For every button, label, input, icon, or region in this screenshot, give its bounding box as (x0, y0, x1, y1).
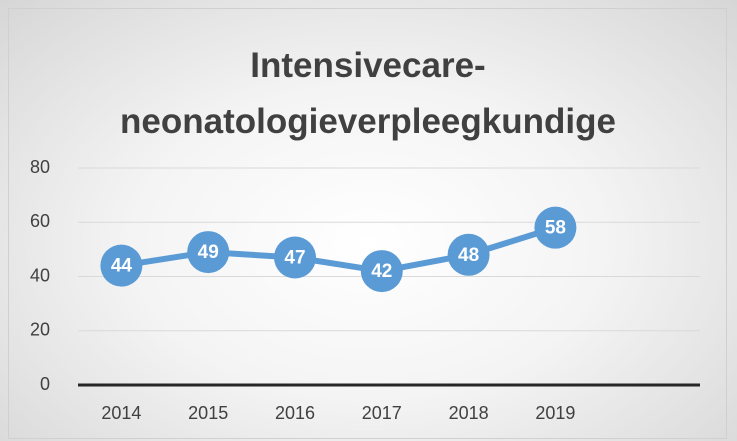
x-tick-label: 2018 (449, 403, 489, 423)
chart-title: Intensivecare-neonatologieverpleegkundig… (120, 46, 616, 141)
data-point (100, 244, 143, 287)
data-point (447, 233, 490, 276)
data-label: 58 (545, 218, 566, 239)
y-tick-label: 60 (30, 211, 50, 231)
x-tick-label: 2016 (275, 403, 315, 423)
x-tick-label: 2015 (188, 403, 228, 423)
y-tick-label: 20 (30, 320, 50, 340)
data-point (534, 206, 577, 249)
data-label: 42 (371, 261, 392, 282)
y-tick-label: 80 (30, 157, 50, 177)
y-tick-label: 0 (40, 374, 50, 394)
data-point (274, 236, 316, 279)
data-label: 48 (458, 245, 479, 266)
chart-frame (8, 8, 727, 439)
series-line (120, 224, 557, 275)
data-label: 44 (111, 256, 133, 277)
x-tick-label: 2017 (362, 403, 402, 423)
data-point (187, 231, 230, 274)
y-tick-label: 40 (30, 265, 50, 285)
x-tick-label: 2014 (101, 403, 141, 423)
data-label: 49 (198, 242, 219, 263)
x-tick-label: 2019 (535, 403, 575, 423)
data-label: 47 (284, 248, 305, 269)
data-point (360, 250, 403, 293)
